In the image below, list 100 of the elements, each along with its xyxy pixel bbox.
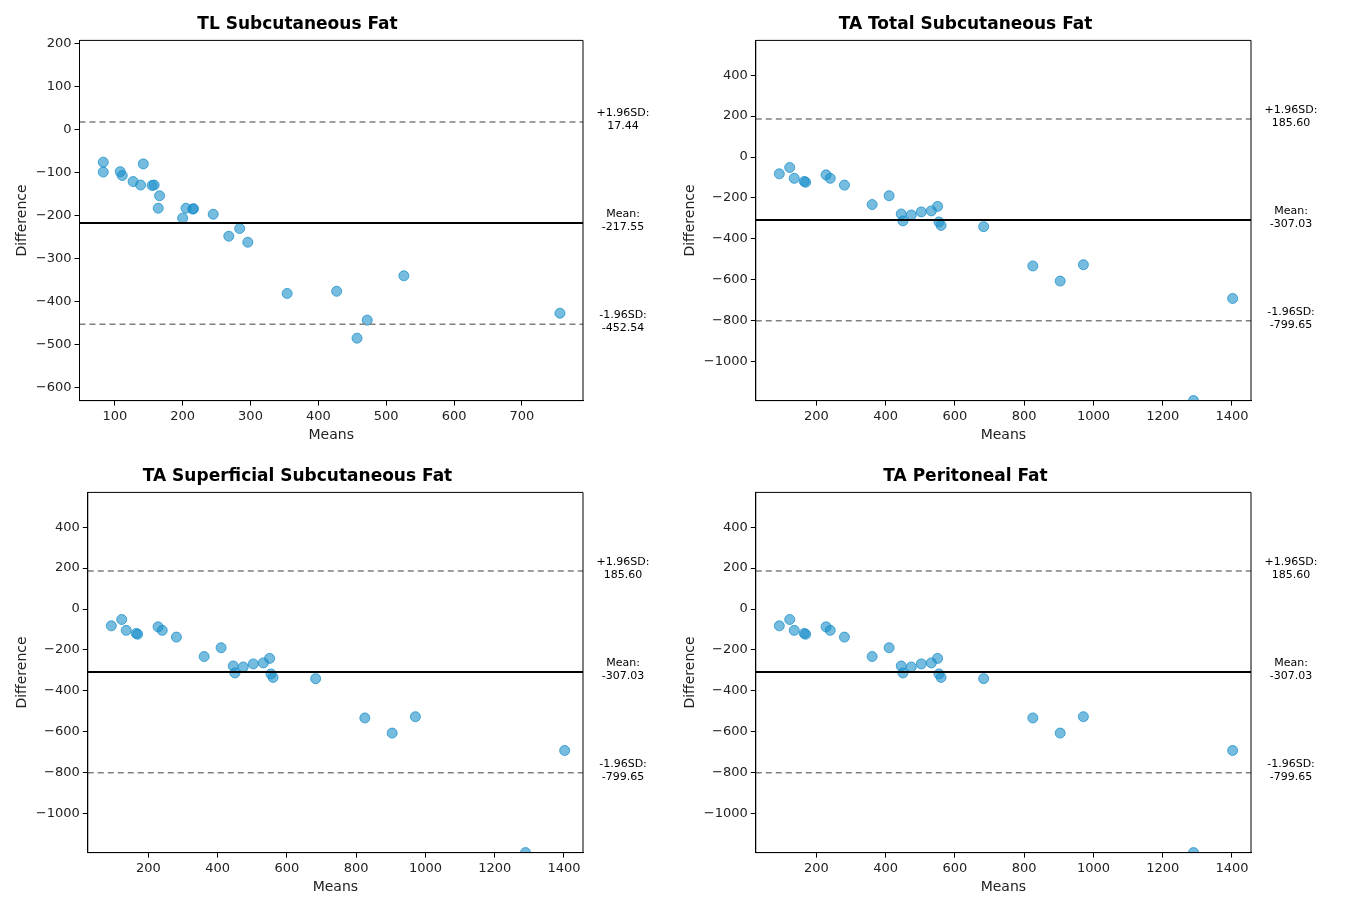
- point: [838, 631, 850, 643]
- ref-line-label: +1.96SD: 185.60: [596, 555, 650, 582]
- y-tick-label: −600: [44, 723, 80, 739]
- y-tick-label: −200: [712, 641, 748, 657]
- point: [788, 624, 800, 636]
- point: [105, 620, 117, 632]
- ref-line-label: -1.96SD: -799.65: [1267, 304, 1315, 331]
- point: [1027, 712, 1039, 724]
- x-tick-label: 600: [441, 407, 467, 423]
- x-tick-label: 1400: [547, 859, 581, 875]
- point: [215, 642, 227, 654]
- y-tick-label: −600: [712, 723, 748, 739]
- y-tick-label: −400: [712, 230, 748, 246]
- point: [135, 179, 147, 191]
- y-tick-label: −1000: [703, 805, 748, 821]
- y-axis-title: Difference: [13, 184, 30, 257]
- point: [978, 673, 990, 685]
- y-tick-label: 0: [739, 148, 748, 164]
- point: [351, 332, 363, 344]
- chart-title: TA Superficial Subcutaneous Fat: [142, 464, 453, 485]
- point: [281, 287, 293, 299]
- point: [154, 190, 166, 202]
- y-tick-label: 400: [722, 66, 748, 82]
- y-tick-label: 0: [739, 600, 748, 616]
- x-tick-label: 200: [170, 407, 196, 423]
- x-tick-label: 400: [873, 407, 899, 423]
- x-tick-label: 400: [205, 859, 231, 875]
- point: [866, 651, 878, 663]
- x-tick-label: 1000: [1076, 859, 1110, 875]
- point: [264, 652, 276, 664]
- point: [838, 179, 850, 191]
- point: [116, 170, 128, 182]
- x-tick-label: 400: [305, 407, 331, 423]
- y-tick-label: 200: [722, 107, 748, 123]
- x-tick-label: 1000: [1076, 407, 1110, 423]
- y-tick-label: 0: [63, 120, 72, 136]
- point: [152, 202, 164, 214]
- point: [156, 624, 168, 636]
- ref-line-label: Mean: -307.03: [1269, 203, 1313, 230]
- x-tick-label: 100: [102, 407, 128, 423]
- point: [1027, 260, 1039, 272]
- point: [247, 658, 259, 670]
- ref-line-label: +1.96SD: 185.60: [1264, 555, 1318, 582]
- point: [223, 230, 235, 242]
- x-tick-label: 600: [942, 407, 968, 423]
- x-tick-label: 200: [803, 407, 829, 423]
- point: [784, 613, 796, 625]
- point: [1077, 259, 1089, 271]
- point: [137, 158, 149, 170]
- point: [932, 200, 944, 212]
- y-tick-label: −500: [35, 336, 72, 352]
- point: [784, 161, 796, 173]
- x-tick-label: 600: [274, 859, 300, 875]
- x-axis-title: Means: [312, 878, 359, 895]
- x-tick-label: 800: [1011, 859, 1037, 875]
- y-tick-label: −200: [44, 641, 80, 657]
- x-axis-title: Means: [308, 426, 354, 443]
- y-tick-label: −1000: [703, 353, 748, 369]
- y-tick-label: −200: [712, 189, 748, 205]
- y-tick-label: −600: [712, 271, 748, 287]
- x-tick-label: 1000: [408, 859, 442, 875]
- y-tick-label: −600: [35, 379, 72, 395]
- y-tick-label: 100: [46, 77, 72, 93]
- x-tick-label: 600: [942, 859, 968, 875]
- point: [915, 206, 927, 218]
- y-tick-label: −300: [35, 249, 72, 265]
- x-tick-label: 800: [1011, 407, 1037, 423]
- point: [559, 744, 571, 756]
- y-tick-label: 400: [54, 518, 80, 534]
- point: [120, 624, 132, 636]
- point: [1054, 275, 1066, 287]
- ref-line-label: +1.96SD: 17.44: [596, 105, 650, 132]
- point: [866, 199, 878, 211]
- x-tick-label: 1200: [1146, 407, 1180, 423]
- y-tick-label: 0: [71, 600, 80, 616]
- point: [554, 307, 566, 319]
- point: [97, 166, 109, 178]
- y-tick-label: −400: [35, 293, 72, 308]
- x-tick-label: 1400: [1215, 407, 1249, 423]
- x-axis-title: Means: [980, 426, 1027, 443]
- y-tick-label: −800: [712, 312, 748, 328]
- point: [331, 285, 343, 297]
- point: [788, 172, 800, 184]
- ref-line-label: +1.96SD: 185.60: [1264, 103, 1318, 130]
- point: [1227, 744, 1239, 756]
- point: [1054, 727, 1066, 739]
- chart-title: TL Subcutaneous Fat: [197, 12, 398, 33]
- y-tick-label: 400: [722, 518, 748, 534]
- ref-line-label: -1.96SD: -799.65: [1267, 756, 1315, 783]
- point: [978, 221, 990, 233]
- x-tick-label: 1200: [478, 859, 512, 875]
- point: [97, 156, 109, 168]
- x-tick-label: 200: [135, 859, 161, 875]
- ref-line-label: Mean: -217.55: [601, 207, 645, 234]
- x-tick-label: 300: [238, 407, 263, 423]
- y-tick-label: −400: [712, 682, 748, 698]
- x-axis-title: Means: [980, 878, 1027, 895]
- ref-line-label: -1.96SD: -799.65: [599, 756, 647, 783]
- point: [386, 727, 398, 739]
- point: [824, 624, 836, 636]
